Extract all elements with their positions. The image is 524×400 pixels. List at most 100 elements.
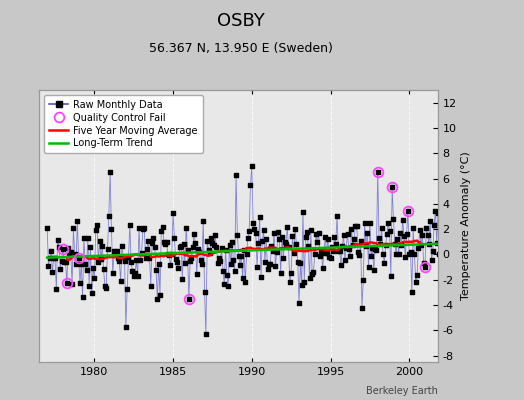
- Point: [93, 222, 101, 228]
- Point: [173, 258, 181, 265]
- Point: [170, 235, 179, 241]
- Point: [129, 273, 138, 279]
- Point: [88, 290, 96, 296]
- Point: [298, 282, 306, 288]
- Text: Berkeley Earth: Berkeley Earth: [366, 386, 438, 396]
- Point: [98, 243, 106, 249]
- Point: [359, 276, 367, 283]
- Point: [135, 225, 143, 231]
- Point: [283, 224, 291, 230]
- Point: [153, 296, 161, 302]
- Point: [393, 236, 401, 242]
- Point: [208, 240, 216, 246]
- Point: [119, 254, 127, 260]
- Point: [252, 230, 260, 236]
- Point: [157, 228, 166, 234]
- Point: [417, 242, 425, 248]
- Point: [389, 216, 398, 222]
- Point: [73, 218, 82, 224]
- Point: [296, 260, 304, 266]
- Point: [111, 251, 119, 257]
- Point: [269, 248, 277, 254]
- Point: [97, 256, 105, 262]
- Point: [219, 267, 227, 274]
- Point: [81, 261, 90, 267]
- Point: [187, 254, 195, 261]
- Point: [396, 230, 404, 236]
- Point: [431, 208, 440, 214]
- Point: [355, 252, 364, 259]
- Point: [303, 228, 311, 235]
- Point: [196, 257, 205, 263]
- Point: [421, 264, 429, 270]
- Point: [152, 267, 160, 274]
- Point: [122, 323, 130, 330]
- Point: [114, 255, 122, 261]
- Point: [384, 220, 392, 226]
- Point: [321, 234, 330, 240]
- Point: [76, 280, 84, 286]
- Point: [107, 226, 116, 232]
- Point: [241, 279, 249, 286]
- Point: [204, 246, 213, 253]
- Point: [106, 169, 114, 176]
- Point: [424, 241, 433, 247]
- Point: [401, 254, 409, 260]
- Point: [45, 263, 53, 270]
- Point: [192, 271, 201, 278]
- Point: [181, 260, 189, 266]
- Point: [278, 234, 286, 240]
- Point: [53, 237, 62, 243]
- Point: [50, 255, 58, 261]
- Point: [217, 244, 226, 251]
- Point: [46, 254, 54, 261]
- Point: [249, 220, 257, 226]
- Point: [423, 232, 432, 238]
- Point: [61, 259, 70, 265]
- Point: [379, 250, 387, 257]
- Point: [72, 261, 80, 267]
- Point: [210, 242, 218, 248]
- Point: [124, 254, 133, 260]
- Point: [103, 246, 112, 252]
- Point: [84, 234, 92, 241]
- Point: [71, 251, 79, 258]
- Point: [287, 270, 296, 276]
- Point: [418, 232, 427, 238]
- Point: [168, 251, 176, 258]
- Point: [68, 281, 77, 288]
- Point: [376, 241, 385, 248]
- Point: [275, 236, 283, 242]
- Point: [364, 263, 373, 270]
- Point: [325, 254, 333, 261]
- Point: [380, 260, 388, 266]
- Point: [43, 225, 51, 232]
- Point: [233, 232, 242, 239]
- Point: [166, 262, 174, 269]
- Point: [309, 268, 318, 275]
- Point: [160, 239, 168, 245]
- Point: [183, 247, 192, 253]
- Point: [351, 222, 359, 229]
- Point: [402, 230, 411, 237]
- Point: [292, 240, 301, 247]
- Point: [145, 254, 154, 261]
- Point: [369, 267, 378, 274]
- Point: [293, 259, 302, 265]
- Point: [182, 224, 190, 231]
- Point: [381, 242, 390, 249]
- Point: [288, 233, 297, 239]
- Point: [95, 238, 104, 244]
- Point: [367, 253, 375, 259]
- Point: [356, 238, 365, 244]
- Point: [328, 243, 336, 250]
- Point: [304, 242, 312, 249]
- Point: [69, 225, 78, 231]
- Point: [189, 244, 197, 250]
- Point: [270, 229, 278, 236]
- Point: [410, 251, 419, 258]
- Point: [48, 269, 57, 275]
- Point: [385, 227, 394, 234]
- Point: [147, 282, 155, 289]
- Point: [137, 250, 146, 256]
